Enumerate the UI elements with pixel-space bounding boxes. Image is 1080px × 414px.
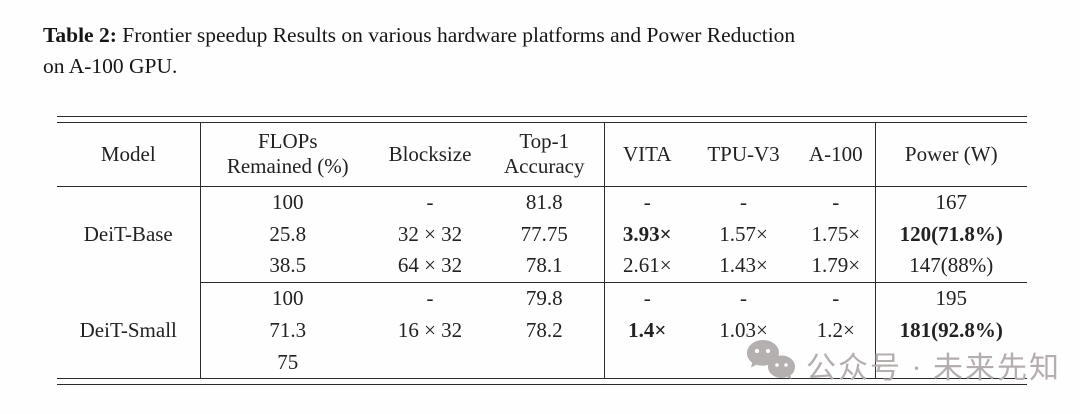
col-header-top1: Top-1 Accuracy xyxy=(485,123,605,187)
cell-power: 167 xyxy=(935,189,968,214)
col-header-power: Power (W) xyxy=(875,123,1027,187)
col-header-top1-line1: Top-1 xyxy=(519,129,570,154)
table-row: 38.5 64 × 32 78.1 2.61× 1.43× 1.79× 147(… xyxy=(57,250,1027,283)
cell-blocksize: 16 × 32 xyxy=(397,317,463,342)
table-caption-label: Table 2: xyxy=(43,23,117,47)
cell-tpu: 1.57× xyxy=(719,221,768,246)
table-top-double-rule xyxy=(57,116,1027,123)
results-table-grid: Model FLOPs Remained (%) Blocksize Top-1… xyxy=(57,123,1027,378)
watermark: 公众号 · 未来先知 xyxy=(744,338,1061,392)
cell-power: 120(71.8%) xyxy=(899,221,1003,246)
cell-top1: 79.8 xyxy=(485,282,605,314)
cell-a100: 1.2× xyxy=(797,314,876,346)
cell-a100: - xyxy=(797,282,876,314)
cell-top1: 78.1 xyxy=(485,250,605,283)
cell-flops: 100 xyxy=(272,189,304,214)
table-caption-line2: on A-100 GPU. xyxy=(43,54,178,78)
results-table: Model FLOPs Remained (%) Blocksize Top-1… xyxy=(57,116,1027,385)
col-header-flops-line2: Remained (%) xyxy=(226,154,349,179)
header-row: Model FLOPs Remained (%) Blocksize Top-1… xyxy=(57,123,1027,187)
cell-top1: 77.75 xyxy=(485,218,605,250)
cell-tpu: 1.43× xyxy=(690,250,797,283)
cell-a100: - xyxy=(797,186,876,218)
watermark-text: 公众号 · 未来先知 xyxy=(806,352,1061,385)
cell-blocksize: 64 × 32 xyxy=(375,250,485,283)
col-header-vita: VITA xyxy=(604,123,690,187)
cell-top1 xyxy=(485,346,605,378)
cell-blocksize: 32 × 32 xyxy=(397,221,463,246)
table-row: 75 xyxy=(57,346,1027,378)
wechat-icon xyxy=(744,338,796,392)
col-header-blocksize: Blocksize xyxy=(375,123,485,187)
table-caption-text: Frontier speedup Results on various hard… xyxy=(116,23,796,47)
cell-a100: 1.79× xyxy=(797,250,876,283)
table-row: DeiT-Small 100 - 79.8 - - - 195 xyxy=(57,282,1027,378)
table-bottom-double-rule xyxy=(57,378,1027,385)
cell-vita xyxy=(604,346,690,378)
cell-tpu: - xyxy=(740,189,747,214)
cell-blocksize: - xyxy=(426,189,434,214)
cell-flops: 71.3 xyxy=(269,317,307,342)
cell-flops: 25.8 xyxy=(269,221,307,246)
cell-power: 181(92.8%) xyxy=(899,317,1003,342)
model-name-deit-base: DeiT-Base xyxy=(57,186,201,282)
cell-tpu: 1.03× xyxy=(719,317,768,342)
cell-vita: - xyxy=(643,189,651,214)
col-header-tpu-v3: TPU-V3 xyxy=(690,123,797,187)
cell-vita: 3.93× xyxy=(622,221,672,246)
table-row: 71.3 16 × 32 78.2 1.4× 1.03× 1.2× 181(92… xyxy=(57,314,1027,346)
table-row: DeiT-Base 100 - 81.8 - - - 167 xyxy=(57,186,1027,282)
cell-a100 xyxy=(797,346,876,378)
table-caption: Table 2: Frontier speedup Results on var… xyxy=(43,20,1048,82)
cell-vita: - xyxy=(643,285,651,310)
cell-blocksize xyxy=(375,346,485,378)
col-header-a100: A-100 xyxy=(797,123,876,187)
cell-top1: 78.2 xyxy=(485,314,605,346)
col-header-flops-line1: FLOPs xyxy=(257,129,318,154)
cell-tpu: - xyxy=(740,285,747,310)
cell-vita: 2.61× xyxy=(604,250,690,283)
col-header-flops: FLOPs Remained (%) xyxy=(200,123,375,187)
cell-top1: 81.8 xyxy=(485,186,605,218)
cell-flops: 75 xyxy=(277,349,299,374)
col-header-top1-line2: Accuracy xyxy=(504,154,585,179)
cell-flops: 38.5 xyxy=(200,250,375,283)
cell-power: 147(88%) xyxy=(875,250,1027,283)
model-name-deit-small: DeiT-Small xyxy=(57,282,201,378)
table-row: 25.8 32 × 32 77.75 3.93× 1.57× 1.75× 120… xyxy=(57,218,1027,250)
cell-power: 195 xyxy=(935,285,968,310)
cell-flops: 100 xyxy=(272,285,304,310)
cell-blocksize: - xyxy=(426,285,434,310)
cell-vita: 1.4× xyxy=(628,317,667,342)
cell-a100: 1.75× xyxy=(797,218,876,250)
col-header-model: Model xyxy=(57,123,201,187)
